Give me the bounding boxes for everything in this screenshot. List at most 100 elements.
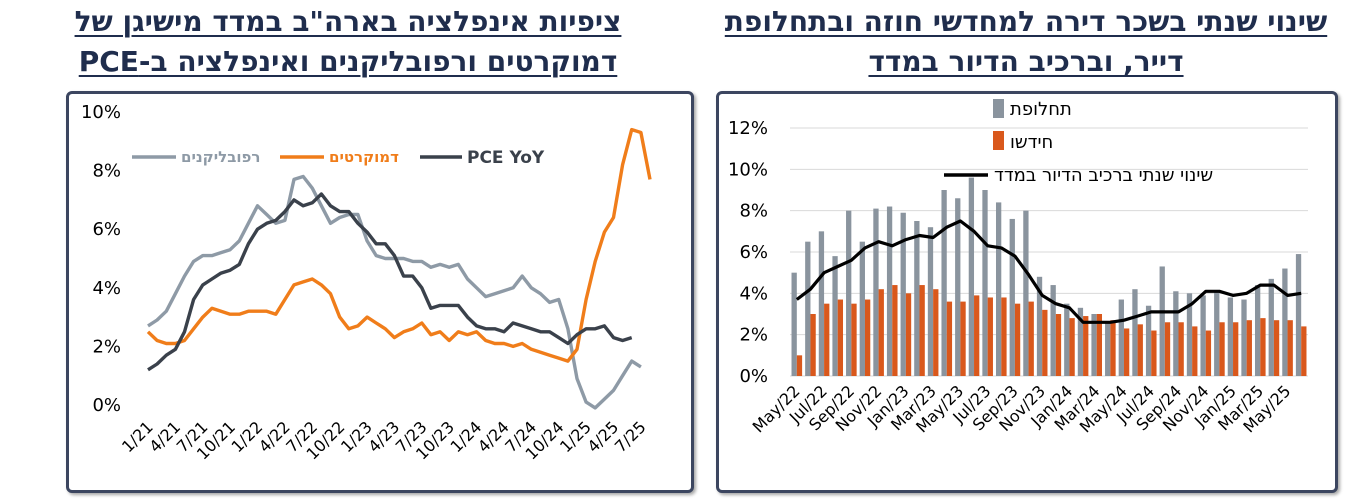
rent-bar-renewal [1137,324,1143,376]
rent-bar-renewal [1042,309,1048,376]
rent-bar-renewal [1001,297,1007,376]
expectations-y-tick-label: 0% [92,395,121,416]
expectations-y-tick-label: 4% [92,278,121,299]
rent-bar-renewal [1287,320,1293,376]
legend-swatch-renewal [993,131,1004,150]
rent-bar-renewal [1096,314,1103,376]
rent-bar-turnover [1159,266,1165,376]
rent-line-housing-cpi [795,219,1302,324]
rent-bar-renewal [987,297,993,376]
rent-bar-renewal [1233,322,1239,376]
rent-bar-renewal [1151,330,1157,376]
rent-bar-turnover [1064,303,1070,376]
rent-bar-renewal [1260,318,1266,376]
legend-label-pce: PCE YoY [467,148,545,168]
rent-bar-renewal [810,314,816,376]
rent-legend: תחלופת חידשו שינוי שנתי ברכיב הדיור במדד [944,99,1213,186]
expectations-legend: רפובליקנים דמוקרטים PCE YoY [132,148,545,168]
rent-bar-renewal [837,299,844,376]
rent-bar-renewal [933,289,939,376]
expectations-chart: 0%2%4%6%8%10%1/214/217/2110/211/224/227/… [81,102,652,463]
rent-bar-turnover [791,272,797,376]
expectations-y-tick-label: 6% [92,219,121,240]
rent-bar-renewal [1028,301,1034,376]
rent-bar-renewal [960,301,966,376]
rent-bar-turnover [1227,297,1234,376]
rent-bar-turnover [1186,293,1193,376]
expectations-y-tick-label: 8% [92,161,121,182]
legend-label-housing-cpi: שינוי שנתי ברכיב הדיור במדד [994,165,1213,186]
rent-bar-turnover [1077,307,1084,376]
rent-bar-turnover [1200,295,1206,376]
rent-bar-turnover [1105,322,1111,376]
rent-bar-turnover [1214,291,1220,376]
rent-bar-renewal [1123,328,1130,376]
rent-bar-turnover [818,231,825,376]
rent-bar-renewal [919,285,925,376]
rent-bar-renewal [1219,322,1225,376]
series-line-democrats [146,127,652,363]
rent-bar-turnover [1173,291,1179,376]
rent-bar-turnover [914,221,920,376]
rent-bar-renewal [851,303,857,376]
rent-bar-turnover [873,208,879,376]
rent-bar-renewal [1301,326,1307,376]
rent-bar-turnover [1050,285,1056,376]
rent-bar-turnover [1241,299,1247,376]
expectations-x-tick-label: 7/25 [611,417,650,456]
rent-y-tick-label: 6% [739,242,768,263]
rent-bar-renewal [1110,320,1116,376]
rent-bar-turnover [1295,254,1302,376]
rent-bar-turnover [1268,278,1274,376]
rent-bar-turnover [1282,268,1288,376]
rent-y-tick-label: 8% [739,201,768,222]
right-chart-title: שינוי שנתי בשכר דירה למחדשי חוזה ובתחלופ… [724,5,1328,78]
rent-bar-turnover [832,256,838,376]
rent-bar-renewal [1205,330,1212,376]
rent-bar-turnover [927,227,934,376]
left-chart-title: ציפיות אינפלציה בארה"ב במדד מישיגן של דמ… [74,5,622,78]
rent-bar-renewal [1055,314,1062,376]
rent-bar-renewal [892,285,898,376]
rent-bar-renewal [824,303,830,376]
series-line-republicans [147,174,642,410]
rent-bar-turnover [968,177,975,376]
legend-swatch-turnover [993,99,1004,118]
rent-bar-turnover [886,206,893,376]
rent-bar-renewal [1273,320,1280,376]
rent-bar-renewal [905,293,912,376]
series-line-pce [147,192,633,372]
legend-label-turnover: תחלופת [1010,99,1072,120]
rent-y-tick-label: 4% [739,283,768,304]
rent-y-tick-label: 2% [739,325,768,346]
rent-bar-turnover [846,210,852,376]
rent-bar-turnover [805,241,811,376]
rent-bar-turnover [1118,299,1124,376]
rent-bar-turnover [859,241,865,376]
rent-bar-renewal [1192,326,1198,376]
expectations-y-tick-label: 2% [92,336,121,357]
rent-bar-turnover [941,190,947,376]
expectations-y-tick-label: 10% [81,102,121,123]
rent-bar-renewal [1083,316,1089,376]
rent-bar-turnover [900,212,906,376]
rent-bar-renewal [878,289,884,376]
rent-bar-renewal [1164,322,1171,376]
rent-bar-renewal [864,299,871,376]
rent-bar-turnover [982,190,988,376]
rent-bar-renewal [974,295,980,376]
legend-label-renewal: חידשו [1010,132,1053,153]
rent-bar-turnover [1023,210,1029,376]
rent-chart: 0%2%4%6%8%10%12%May/22Jul/22Sep/22Nov/22… [728,99,1308,436]
rent-bar-renewal [946,301,953,376]
rent-bar-turnover [1254,285,1261,376]
legend-label-republicans: רפובליקנים [181,148,260,166]
rent-bar-renewal [1178,322,1184,376]
rent-y-tick-label: 0% [739,366,768,387]
rent-y-tick-label: 12% [728,118,768,139]
rent-bar-turnover [1145,305,1152,376]
rent-bar-renewal [1014,303,1021,376]
rent-bar-turnover [1132,289,1138,376]
rent-bar-renewal [796,355,803,376]
